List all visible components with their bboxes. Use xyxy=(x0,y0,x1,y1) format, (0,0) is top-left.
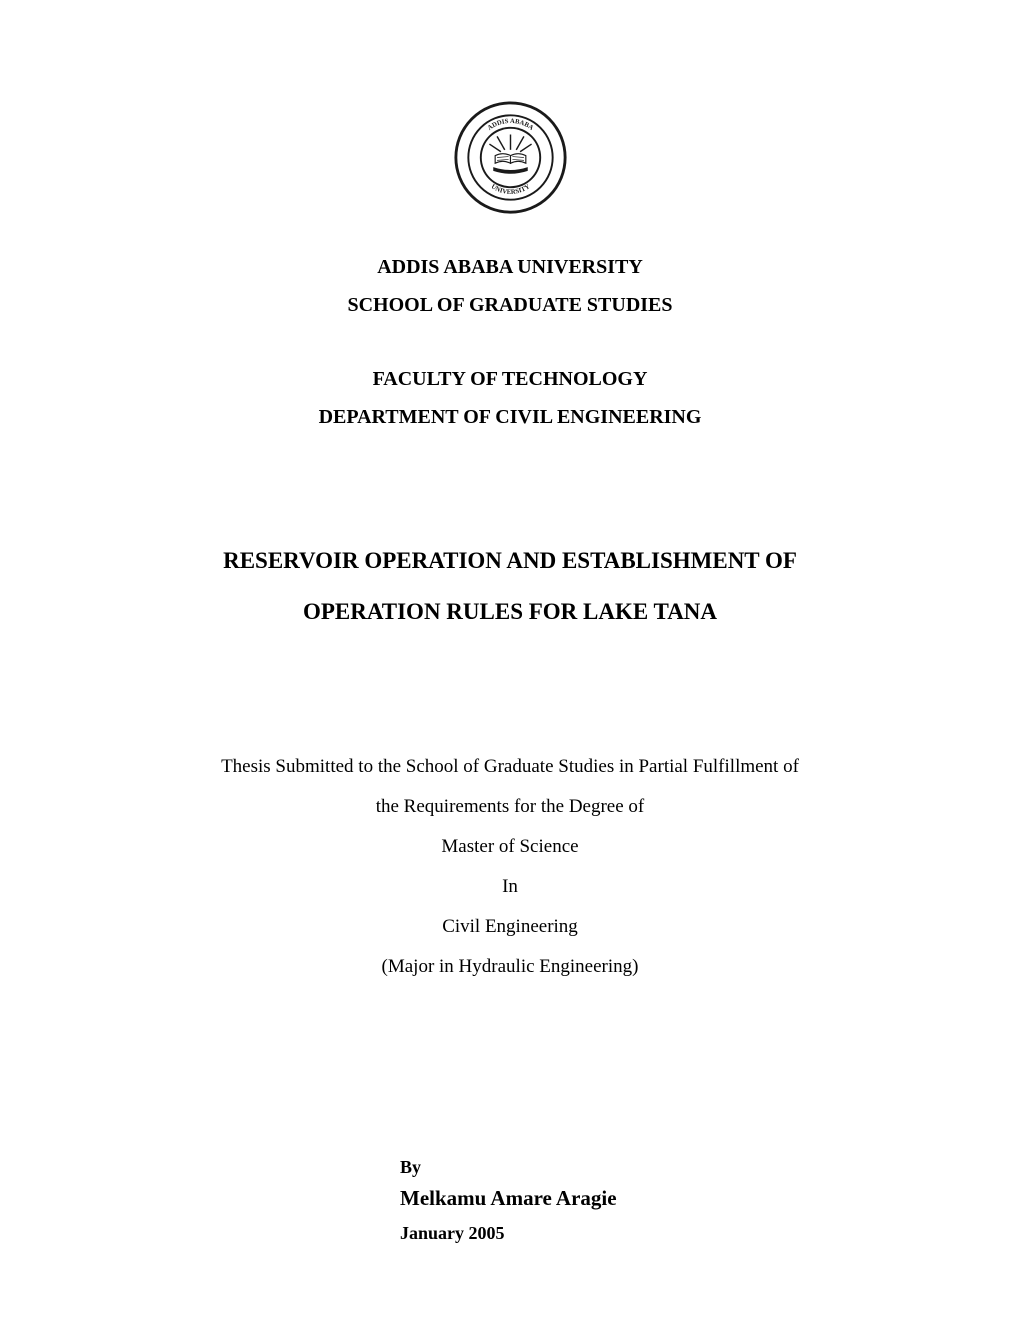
thesis-line-6: (Major in Hydraulic Engineering) xyxy=(110,947,910,987)
thesis-line-1: Thesis Submitted to the School of Gradua… xyxy=(110,747,910,787)
faculty-block: FACULTY OF TECHNOLOGY DEPARTMENT OF CIVI… xyxy=(110,360,910,436)
faculty-name: FACULTY OF TECHNOLOGY xyxy=(110,360,910,398)
author-block: By Melkamu Amare Aragie January 2005 xyxy=(400,1157,910,1244)
thesis-line-5: Civil Engineering xyxy=(110,907,910,947)
thesis-line-4: In xyxy=(110,867,910,907)
university-name: ADDIS ABABA UNIVERSITY xyxy=(110,248,910,286)
university-seal-icon: ADDIS ABABA UNIVERSITY xyxy=(453,100,568,215)
by-label: By xyxy=(400,1157,910,1178)
thesis-date: January 2005 xyxy=(400,1223,910,1244)
thesis-description: Thesis Submitted to the School of Gradua… xyxy=(110,747,910,986)
thesis-line-3: Master of Science xyxy=(110,827,910,867)
thesis-title: RESERVOIR OPERATION AND ESTABLISHMENT OF… xyxy=(110,536,910,637)
department-name: DEPARTMENT OF CIVIL ENGINEERING xyxy=(110,398,910,436)
thesis-line-2: the Requirements for the Degree of xyxy=(110,787,910,827)
author-name: Melkamu Amare Aragie xyxy=(400,1186,910,1211)
title-line-2: OPERATION RULES FOR LAKE TANA xyxy=(110,587,910,638)
logo-container: ADDIS ABABA UNIVERSITY xyxy=(110,100,910,220)
school-name: SCHOOL OF GRADUATE STUDIES xyxy=(110,286,910,324)
header-block: ADDIS ABABA UNIVERSITY SCHOOL OF GRADUAT… xyxy=(110,248,910,324)
title-line-1: RESERVOIR OPERATION AND ESTABLISHMENT OF xyxy=(110,536,910,587)
